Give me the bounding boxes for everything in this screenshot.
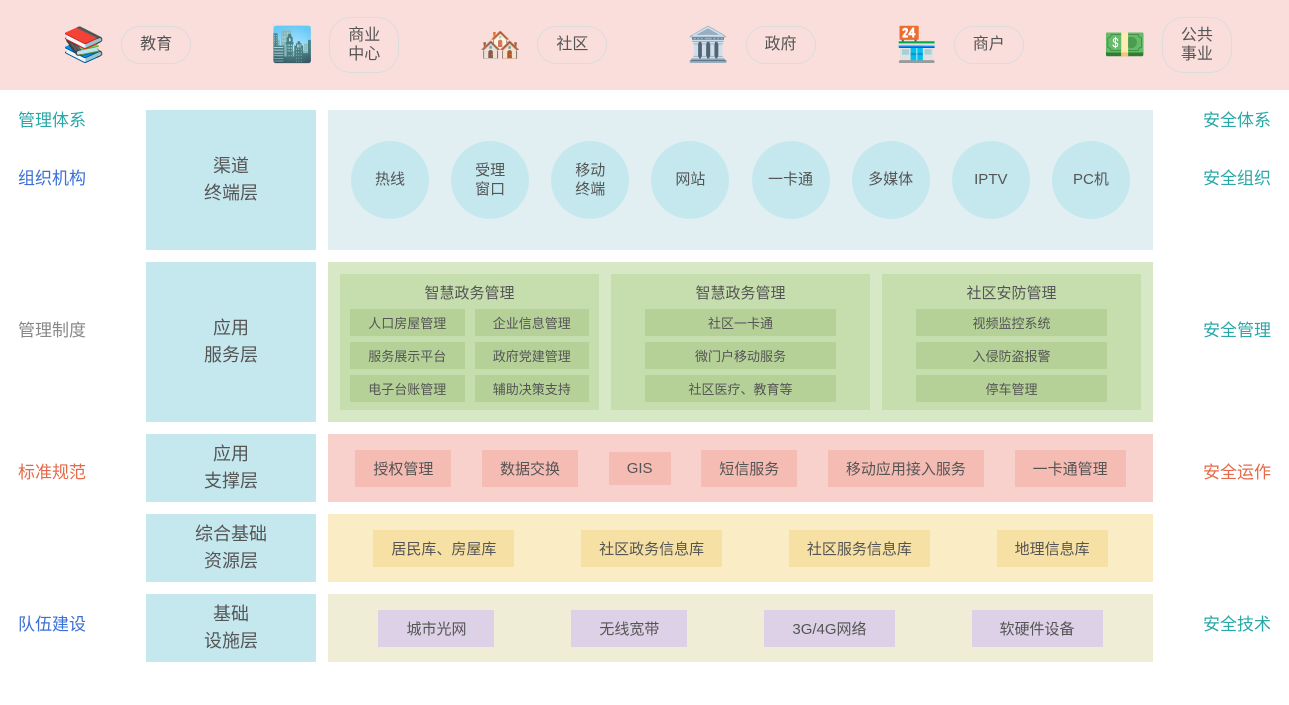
channel-circle-2: 移动终端 bbox=[551, 141, 629, 219]
right-label-2: 安全运作 bbox=[1203, 462, 1271, 484]
layer-body-row1: 热线受理窗口移动终端网站一卡通多媒体 IPTV PC机 bbox=[328, 110, 1153, 250]
resource-item-0: 居民库、房屋库 bbox=[373, 530, 514, 567]
top-category-1: 🏙️商业中心 bbox=[265, 17, 399, 73]
top-icon-4: 🏪 bbox=[890, 18, 944, 72]
support-item-5: 一卡通管理 bbox=[1015, 450, 1126, 487]
layer-bodies-column: 热线受理窗口移动终端网站一卡通多媒体 IPTV PC机智慧政务管理人口房屋管理企业信… bbox=[328, 110, 1153, 662]
top-icon-5: 💵 bbox=[1098, 18, 1152, 72]
app-item-0-2: 服务展示平台 bbox=[350, 342, 465, 369]
infra-item-0: 城市光网 bbox=[378, 610, 494, 647]
layer-name-row5: 基础设施层 bbox=[146, 594, 316, 662]
right-title: 安全体系 bbox=[1203, 110, 1271, 132]
right-label-1: 安全管理 bbox=[1203, 320, 1271, 342]
app-block-title-0: 智慧政务管理 bbox=[424, 282, 514, 303]
app-item-1-2: 社区医疗、教育等 bbox=[645, 375, 836, 402]
left-label-2: 标准规范 bbox=[18, 462, 86, 484]
support-item-4: 移动应用接入服务 bbox=[828, 450, 984, 487]
channel-circle-0: 热线 bbox=[351, 141, 429, 219]
app-item-0-4: 电子台账管理 bbox=[350, 375, 465, 402]
app-item-2-2: 停车管理 bbox=[916, 375, 1107, 402]
top-category-3: 🏛️ 政府 bbox=[682, 18, 816, 72]
layer-name-row3: 应用支撑层 bbox=[146, 434, 316, 502]
app-item-1-0: 社区一卡通 bbox=[645, 309, 836, 336]
left-label-1: 管理制度 bbox=[18, 320, 86, 342]
resource-item-2: 社区服务信息库 bbox=[789, 530, 930, 567]
layer-body-row4: 居民库、房屋库 社区政务信息库 社区服务信息库 地理信息库 bbox=[328, 514, 1153, 582]
app-item-0-1: 企业信息管理 bbox=[475, 309, 590, 336]
channel-circle-6: IPTV bbox=[952, 141, 1030, 219]
top-icon-1: 🏙️ bbox=[265, 18, 319, 72]
top-category-2: 🏘️ 社区 bbox=[473, 18, 607, 72]
top-label-0: 教育 bbox=[121, 26, 191, 63]
layer-name-row1: 渠道终端层 bbox=[146, 110, 316, 250]
left-sidebar: 管理体系组织机构管理制度标准规范队伍建设 bbox=[14, 110, 134, 662]
channel-circle-3: 网站 bbox=[651, 141, 729, 219]
top-label-4: 商户 bbox=[954, 26, 1024, 63]
app-block-title-2: 社区安防管理 bbox=[966, 282, 1056, 303]
layer-body-row5: 城市光网 无线宽带 3G/4G网络 软硬件设备 bbox=[328, 594, 1153, 662]
top-category-4: 🏪 商户 bbox=[890, 18, 1024, 72]
top-icon-2: 🏘️ bbox=[473, 18, 527, 72]
resource-item-3: 地理信息库 bbox=[997, 530, 1108, 567]
top-label-2: 社区 bbox=[537, 26, 607, 63]
top-label-3: 政府 bbox=[746, 26, 816, 63]
app-item-0-0: 人口房屋管理 bbox=[350, 309, 465, 336]
top-icon-0: 📚 bbox=[57, 18, 111, 72]
right-label-3: 安全技术 bbox=[1203, 614, 1271, 636]
app-block-items-2: 视频监控系统入侵防盗报警停车管理 bbox=[892, 309, 1131, 402]
layer-names-column: 渠道终端层应用服务层应用支撑层综合基础资源层基础设施层 bbox=[146, 110, 316, 662]
app-block-items-1: 社区一卡通微门户移动服务社区医疗、教育等 bbox=[621, 309, 860, 402]
app-item-2-1: 入侵防盗报警 bbox=[916, 342, 1107, 369]
resource-item-1: 社区政务信息库 bbox=[581, 530, 722, 567]
app-block-title-1: 智慧政务管理 bbox=[695, 282, 785, 303]
app-item-1-1: 微门户移动服务 bbox=[645, 342, 836, 369]
left-label-0: 组织机构 bbox=[18, 168, 86, 190]
infra-item-2: 3G/4G网络 bbox=[764, 610, 894, 647]
app-item-0-3: 政府党建管理 bbox=[475, 342, 590, 369]
app-block-items-0: 人口房屋管理企业信息管理服务展示平台政府党建管理电子台账管理辅助决策支持 bbox=[350, 309, 589, 402]
layer-name-row2: 应用服务层 bbox=[146, 262, 316, 422]
top-category-0: 📚 教育 bbox=[57, 18, 191, 72]
right-label-0: 安全组织 bbox=[1203, 168, 1271, 190]
support-item-2: GIS bbox=[609, 452, 671, 485]
app-item-2-0: 视频监控系统 bbox=[916, 309, 1107, 336]
channel-circle-5: 多媒体 bbox=[852, 141, 930, 219]
top-category-5: 💵公共事业 bbox=[1098, 17, 1232, 73]
infra-item-3: 软硬件设备 bbox=[972, 610, 1103, 647]
layer-body-row2: 智慧政务管理人口房屋管理企业信息管理服务展示平台政府党建管理电子台账管理辅助决策… bbox=[328, 262, 1153, 422]
layer-body-row3: 授权管理数据交换 GIS 短信服务移动应用接入服务一卡通管理 bbox=[328, 434, 1153, 502]
support-item-3: 短信服务 bbox=[701, 450, 797, 487]
left-title: 管理体系 bbox=[18, 110, 86, 132]
left-label-3: 队伍建设 bbox=[18, 614, 86, 636]
app-block-0: 智慧政务管理人口房屋管理企业信息管理服务展示平台政府党建管理电子台账管理辅助决策… bbox=[340, 274, 599, 410]
top-icon-3: 🏛️ bbox=[682, 18, 736, 72]
top-category-bar: 📚 教育 🏙️商业中心 🏘️ 社区 🏛️ 政府 🏪 商户 💵公共事业 bbox=[0, 0, 1289, 90]
app-block-2: 社区安防管理视频监控系统入侵防盗报警停车管理 bbox=[882, 274, 1141, 410]
top-label-5: 公共事业 bbox=[1162, 17, 1232, 73]
layer-name-row4: 综合基础资源层 bbox=[146, 514, 316, 582]
top-label-1: 商业中心 bbox=[329, 17, 399, 73]
support-item-1: 数据交换 bbox=[482, 450, 578, 487]
channel-circle-7: PC机 bbox=[1052, 141, 1130, 219]
app-block-1: 智慧政务管理社区一卡通微门户移动服务社区医疗、教育等 bbox=[611, 274, 870, 410]
channel-circle-1: 受理窗口 bbox=[451, 141, 529, 219]
right-sidebar: 安全体系安全组织安全管理安全运作安全技术 bbox=[1165, 110, 1275, 662]
architecture-diagram: 管理体系组织机构管理制度标准规范队伍建设 渠道终端层应用服务层应用支撑层综合基础… bbox=[0, 90, 1289, 662]
infra-item-1: 无线宽带 bbox=[571, 610, 687, 647]
channel-circle-4: 一卡通 bbox=[752, 141, 830, 219]
support-item-0: 授权管理 bbox=[355, 450, 451, 487]
app-item-0-5: 辅助决策支持 bbox=[475, 375, 590, 402]
